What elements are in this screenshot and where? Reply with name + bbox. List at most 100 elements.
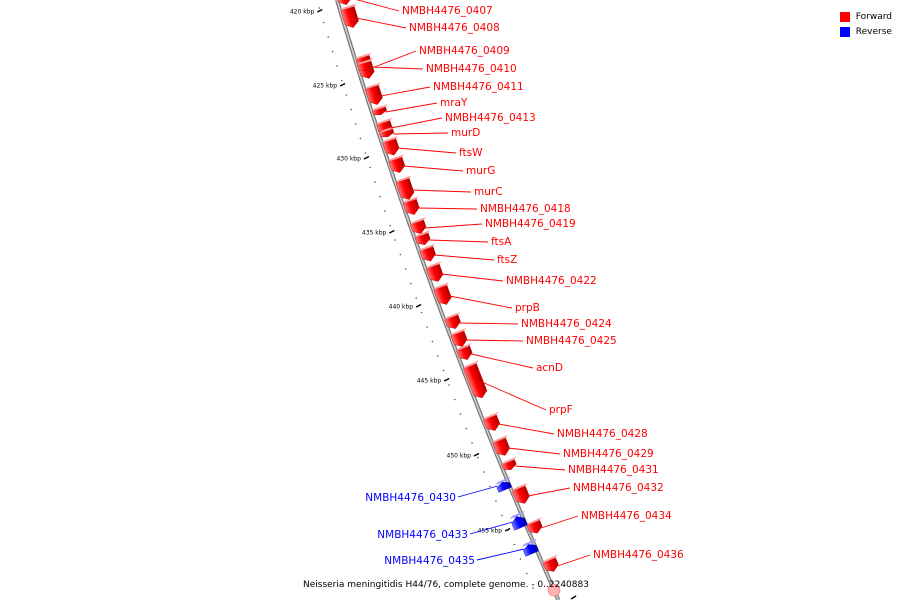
gene-arrow[interactable] (501, 456, 521, 473)
legend-forward-label: Forward (855, 11, 892, 22)
scale-dot (399, 253, 402, 256)
gene-label[interactable]: NMBH4476_0435 (384, 555, 475, 567)
gene-label[interactable]: NMBH4476_0408 (409, 22, 500, 34)
gene-leader-line (465, 339, 524, 342)
gene-arrow[interactable] (495, 476, 515, 493)
gene-label[interactable]: murD (451, 127, 480, 139)
gene-arrow[interactable] (521, 538, 541, 557)
gene-leader-line (356, 17, 407, 29)
scale-dot (364, 152, 367, 154)
gene-arrow[interactable] (492, 434, 515, 458)
gene-arrow[interactable] (450, 328, 472, 349)
gene-leader-line (371, 50, 417, 69)
scale-dot (340, 79, 343, 82)
scale-dot (477, 456, 479, 459)
scale-dot (394, 239, 397, 241)
gene-label[interactable]: NMBH4476_0431 (568, 464, 659, 476)
scale-tick-label: 450 kbp (447, 453, 472, 460)
gene-label[interactable]: prpF (549, 404, 573, 416)
gene-arrow[interactable] (371, 104, 391, 117)
gene-label[interactable]: NMBH4476_0407 (402, 5, 493, 17)
gene-body-highlight (501, 456, 517, 465)
gene-label[interactable]: ftsZ (497, 254, 517, 266)
gene-label[interactable]: NMBH4476_0418 (480, 203, 571, 215)
gene-arrow[interactable] (456, 342, 477, 362)
gene-arrow[interactable] (433, 282, 456, 307)
gene-label[interactable]: NMBH4476_0428 (557, 428, 648, 440)
gene-body-highlight (521, 538, 537, 548)
gene-leader-line (371, 66, 424, 70)
gene-label[interactable]: NMBH4476_0413 (445, 112, 536, 124)
gene-arrow[interactable] (483, 411, 505, 433)
gene-arrow[interactable] (402, 196, 423, 217)
gene-label[interactable]: NMBH4476_0429 (563, 448, 654, 460)
gene-leader-line (508, 447, 561, 455)
gene-leader-line (429, 239, 489, 243)
gene-arrow[interactable] (340, 3, 363, 30)
scale-dot (431, 340, 434, 343)
gene-label[interactable]: NMBH4476_0430 (365, 492, 456, 504)
scale-tick-label: 445 kbp (417, 378, 442, 385)
scale-tick (339, 82, 346, 87)
gene-arrow[interactable] (414, 230, 434, 247)
gene-arrow[interactable] (419, 243, 440, 264)
gene-arrow[interactable] (542, 554, 563, 575)
gene-arrow[interactable] (388, 154, 409, 175)
gene-label[interactable]: NMBH4476_0419 (485, 218, 576, 230)
gene-arrow[interactable] (357, 58, 376, 73)
scale-dot (404, 268, 407, 270)
gene-label[interactable]: NMBH4476_0409 (419, 45, 510, 57)
gene-label[interactable]: prpB (515, 302, 540, 314)
gene-label[interactable]: ftsA (491, 236, 512, 248)
gene-label[interactable]: murC (474, 186, 503, 198)
gene-body-highlight (433, 282, 449, 290)
gene-label[interactable]: acnD (536, 362, 563, 374)
scale-dot (426, 326, 428, 328)
gene-arrow[interactable] (382, 135, 403, 157)
gene-label[interactable]: mraY (440, 97, 468, 109)
gene-body-highlight (526, 517, 542, 526)
scale-tick (443, 377, 450, 382)
gene-label[interactable]: NMBH4476_0425 (526, 335, 617, 347)
gene-arrow[interactable] (526, 517, 547, 536)
gene-label[interactable]: NMBH4476_0436 (593, 549, 684, 561)
gene-leader-line (498, 423, 555, 435)
legend-reverse-label: Reverse (855, 26, 892, 37)
gene-arrow[interactable] (410, 217, 431, 236)
gene-arrow[interactable] (511, 482, 534, 506)
scale-dot (501, 514, 503, 517)
scale-dot (389, 224, 391, 227)
gene-label[interactable]: NMBH4476_0432 (573, 482, 664, 494)
strand-legend: Forward Reverse (839, 9, 892, 39)
gene-arrow[interactable] (444, 312, 465, 331)
forward-gene-body (414, 232, 431, 245)
gene-arrow[interactable] (395, 175, 418, 201)
gene-body-highlight (340, 3, 357, 11)
gene-label[interactable]: NMBH4476_0411 (433, 81, 524, 93)
scale-dot (459, 413, 462, 415)
forward-gene-body (357, 60, 373, 72)
forward-gene-body (395, 178, 415, 200)
gene-label[interactable]: murG (466, 165, 495, 177)
gene-leader-line (417, 207, 478, 210)
gene-arrow[interactable] (335, 0, 356, 7)
gene-label[interactable]: NMBH4476_0424 (521, 318, 612, 330)
gene-leader-line (557, 554, 591, 567)
position-marker (547, 583, 561, 597)
scale-dot (369, 166, 371, 169)
scale-dot (448, 384, 450, 386)
gene-label[interactable]: ftsW (459, 147, 483, 159)
gene-label[interactable]: NMBH4476_0434 (581, 510, 672, 522)
gene-label[interactable]: NMBH4476_0433 (377, 529, 468, 541)
gene-arrow[interactable] (425, 261, 447, 284)
gene-leader-line (459, 322, 519, 325)
gene-arrow[interactable] (509, 510, 530, 531)
gene-arrow[interactable] (463, 360, 492, 401)
gene-label[interactable]: NMBH4476_0422 (506, 275, 597, 287)
gene-arrow[interactable] (364, 82, 387, 106)
gene-label[interactable]: NMBH4476_0410 (426, 63, 517, 75)
scale-dot (410, 282, 412, 285)
forward-gene-body (501, 459, 517, 470)
gene-leader-line (392, 132, 449, 135)
scale-tick-label: 455 kbp (478, 528, 503, 535)
